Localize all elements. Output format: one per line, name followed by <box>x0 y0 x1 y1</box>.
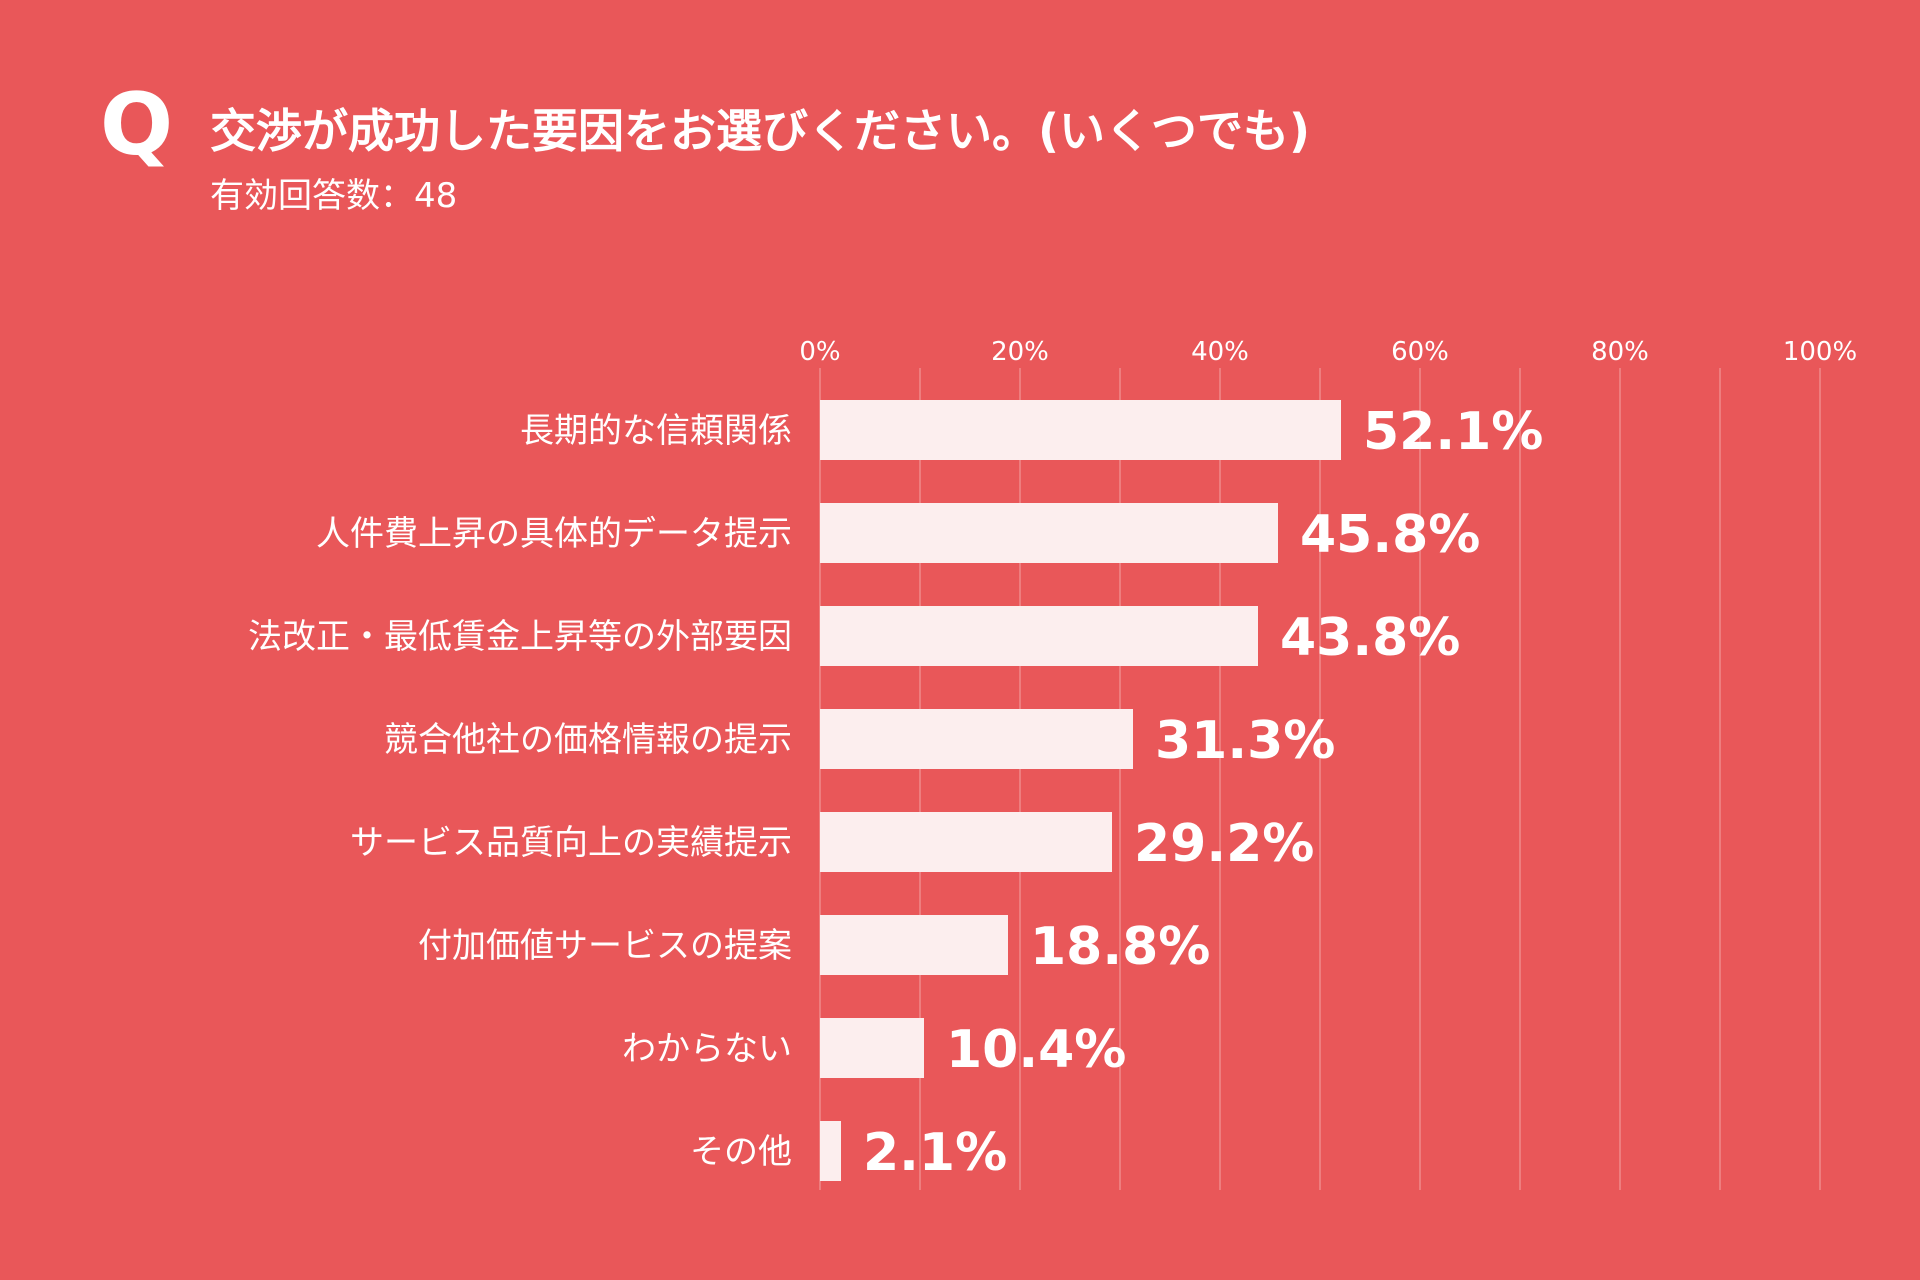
question-mark-q: Q <box>100 75 174 175</box>
category-label: 人件費上昇の具体的データ提示 <box>316 514 792 554</box>
x-tick-label: 60% <box>1391 337 1449 367</box>
respondent-count: 有効回答数：48 <box>210 176 458 216</box>
value-label: 29.2% <box>1134 814 1314 874</box>
value-label: 2.1% <box>863 1123 1007 1183</box>
category-label: その他 <box>690 1132 792 1172</box>
category-label: サービス品質向上の実績提示 <box>350 823 792 863</box>
bar <box>820 812 1112 872</box>
category-labels: 長期的な信頼関係人件費上昇の具体的データ提示法改正・最低賃金上昇等の外部要因競合… <box>248 411 792 1172</box>
x-tick-label: 0% <box>799 337 840 367</box>
bar <box>820 1018 924 1078</box>
bar <box>820 503 1278 563</box>
value-label: 31.3% <box>1155 711 1335 771</box>
bar <box>820 400 1341 460</box>
category-label: 付加価値サービスの提案 <box>418 926 792 966</box>
value-label: 10.4% <box>946 1020 1126 1080</box>
value-label: 52.1% <box>1363 402 1543 462</box>
x-tick-label: 40% <box>1191 337 1249 367</box>
x-tick-label: 20% <box>991 337 1049 367</box>
value-label: 45.8% <box>1300 505 1480 565</box>
x-axis-ticks: 0% 20% 40% 60% 80% 100% <box>799 337 1857 367</box>
category-label: 競合他社の価格情報の提示 <box>384 720 792 760</box>
x-tick-label: 80% <box>1591 337 1649 367</box>
category-label: 長期的な信頼関係 <box>520 411 792 451</box>
question-title: 交渉が成功した要因をお選びください。(いくつでも) <box>210 104 1311 158</box>
category-label: 法改正・最低賃金上昇等の外部要因 <box>248 617 792 657</box>
value-label: 18.8% <box>1030 917 1210 977</box>
category-label: わからない <box>622 1029 792 1069</box>
value-label: 43.8% <box>1280 608 1460 668</box>
bar <box>820 606 1258 666</box>
x-tick-label: 100% <box>1783 337 1857 367</box>
value-labels: 52.1% 45.8% 43.8% 31.3% 29.2% 18.8% 10.4% 2.1% <box>863 402 1543 1183</box>
bar <box>820 709 1133 769</box>
bars <box>820 400 1341 1181</box>
bar <box>820 915 1008 975</box>
bar <box>820 1121 841 1181</box>
